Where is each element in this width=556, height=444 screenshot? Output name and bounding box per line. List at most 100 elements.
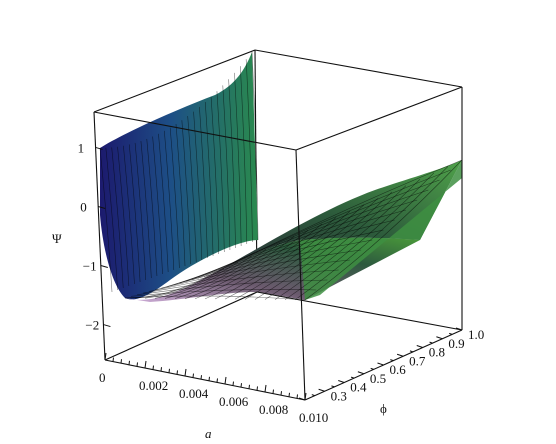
y-tick-label: 0.5 [370,371,386,386]
x-tick-label: 0.006 [219,394,249,409]
box-front-edges [93,86,463,401]
x-minor-tick [128,360,130,365]
mesh-line [128,144,141,283]
x-minor-tick [256,386,258,391]
x-minor-tick [296,394,298,399]
y-tick-mark [436,336,443,340]
x-minor-tick [288,392,290,397]
y-minor-tick [390,359,394,362]
mesh-line [169,127,180,269]
y-tick-label: 0.7 [409,353,426,368]
x-minor-tick [280,391,282,396]
y-tick-mark [396,353,404,357]
x-tick-mark [224,376,227,385]
x-minor-tick [216,378,218,383]
x-minor-tick [248,384,250,389]
mesh-line [175,123,186,267]
y-tick-label: 0.9 [448,336,464,351]
mesh-line [111,147,124,289]
mesh-line [304,159,463,301]
mesh-line [117,146,130,287]
y-minor-tick [449,332,453,335]
y-tick-mark [357,371,365,375]
x-axis-ticks: 0 0.002 0.004 0.006 0.008 0.010 [99,352,328,425]
mesh-line [245,59,253,243]
y-tick-label: 0.6 [390,362,407,377]
x-minor-tick [272,389,274,394]
mesh-line [137,279,328,296]
mesh-line [187,116,197,263]
y-minor-tick [409,350,414,353]
y-tick-mark [298,397,306,401]
mesh-line [199,106,208,259]
x-tick-mark [184,368,187,377]
z-tick-mark [100,265,108,269]
mesh-line [204,101,214,257]
mesh-line [155,249,362,291]
z-tick-label: −2 [85,318,99,333]
mesh-line [140,141,152,279]
mesh-line [146,138,158,277]
mesh-line [294,166,449,301]
x-tick-mark [264,384,267,393]
z-tick-mark [95,146,103,150]
x-axis-label: a [205,426,212,441]
x-minor-tick [136,362,138,367]
y-tick-mark [416,345,423,348]
z-tick-mark [103,324,111,328]
mesh-line [194,230,309,300]
x-minor-tick [152,365,154,370]
mesh-line [134,142,146,281]
x-tick-label: 0.010 [299,410,328,425]
z-axis-label: Ψ [52,231,62,246]
x-minor-tick [240,383,242,388]
mesh-line [204,223,323,300]
y-tick-label: 0.3 [331,388,347,403]
mesh-line [264,185,407,300]
y-tick-mark [318,388,325,392]
x-tick-mark [104,352,107,361]
x-minor-tick [192,373,194,378]
mesh-line [149,259,350,292]
y-minor-tick [370,367,374,370]
y-axis-ticks: 0.30.40.5 0.60.70.80.9 1.0 [298,327,484,403]
mesh-line [224,210,351,300]
mesh-line [164,130,175,271]
mesh-line [216,91,225,253]
y-minor-tick [331,385,335,388]
y-tick-mark [377,362,384,366]
mesh-line [105,147,118,291]
mesh-line [143,269,339,294]
mesh-line [164,249,267,299]
y-tick-label: 0.4 [350,380,367,395]
y-tick-label: 0.8 [429,345,445,360]
mesh-line [131,289,317,297]
x-tick-label: 0.002 [139,378,168,393]
mesh-line [123,145,135,285]
y-minor-tick [429,341,433,344]
y-tick-mark [455,327,463,331]
x-minor-tick [176,370,178,375]
x-minor-tick [200,375,202,380]
y-minor-tick [350,376,355,379]
mesh-line [251,51,259,241]
mesh-line [214,217,337,300]
y-minor-tick [311,394,315,397]
mesh-line [203,169,451,277]
mesh-line [240,66,248,245]
x-tick-label: 0 [99,370,106,385]
x-tick-mark [144,360,147,369]
x-minor-tick [160,367,162,372]
mesh-line [210,96,219,255]
mesh-line [181,120,191,265]
z-axis-ticks: 1 0 −1 −2 [78,140,111,333]
mesh-line [234,72,242,247]
x-tick-mark [304,392,307,401]
z-tick-label: −1 [83,259,97,274]
mesh-line [222,85,231,251]
x-minor-tick [232,381,234,386]
box-back-edges [93,49,463,361]
mesh-line [152,136,163,275]
x-minor-tick [168,368,170,373]
